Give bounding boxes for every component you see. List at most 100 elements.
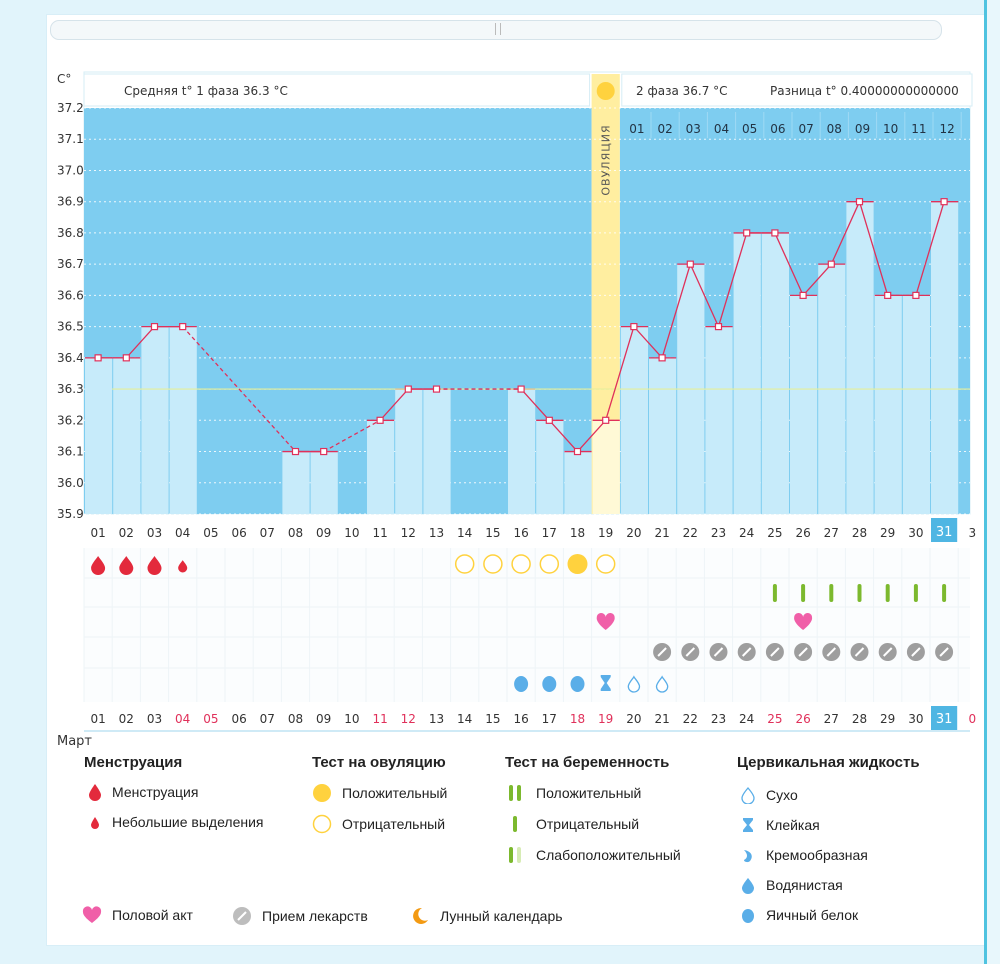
y-tick-label: 36.6 (57, 288, 84, 302)
phase2-day-label: 12 (939, 122, 954, 136)
legend-label: Положительный (536, 785, 642, 801)
sun-outline-icon (312, 814, 332, 834)
phase2-day-label: 01 (629, 122, 644, 136)
legend-label: Яичный белок (766, 907, 859, 923)
temperature-point (630, 323, 638, 331)
phase1-label: Средняя t° 1 фаза 36.3 °C (124, 84, 288, 98)
horizontal-scrollbar[interactable] (50, 20, 942, 40)
temperature-line (689, 263, 720, 327)
bottom-day-label: 02 (119, 712, 134, 726)
temperature-point (799, 291, 807, 299)
medication-marker-line (657, 647, 667, 657)
bottom-day-label: 06 (231, 712, 246, 726)
y-tick-label: 36.0 (57, 476, 84, 490)
bottom-day-label: 03 (147, 712, 162, 726)
day-label: 25 (767, 526, 782, 540)
small-drop-icon (91, 817, 99, 829)
legend-label: Слабоположительный (536, 847, 681, 863)
legend-label: Отрицательный (342, 816, 446, 832)
temperature-point (602, 416, 610, 424)
pregnancy-negative-marker (942, 584, 947, 602)
bottom-day-label: 24 (739, 712, 754, 726)
pill-icon (233, 907, 251, 925)
y-tick-label: 35.9 (57, 507, 84, 521)
cervical-dry-marker (627, 675, 641, 693)
bottom-day-label: 28 (852, 712, 867, 726)
cervical-eggwhite-marker (514, 676, 529, 692)
temperature-line (802, 263, 832, 296)
day-label: 08 (288, 526, 303, 540)
temperature-line (830, 201, 861, 265)
temperature-bar (592, 420, 620, 514)
creamy-drop-icon (744, 850, 752, 863)
scroll-grip[interactable] (495, 23, 501, 35)
temperature-point (771, 229, 779, 237)
cervical-eggwhite-marker (570, 676, 585, 692)
temperature-bar (508, 389, 536, 514)
y-axis-unit: C° (57, 72, 71, 86)
medication-marker-line (741, 647, 752, 657)
legend-spotting-item: Небольшие выделения (90, 814, 264, 830)
temperature-bar (620, 326, 648, 514)
temperature-line (717, 232, 748, 327)
marker-grid (84, 548, 970, 702)
temperature-line (520, 388, 550, 421)
temperature-point (291, 447, 300, 456)
phase2-day-label: 09 (855, 122, 870, 136)
legend-label: Менструация (112, 784, 199, 800)
egg-white-icon (742, 909, 754, 923)
day-label: 23 (711, 526, 726, 540)
temperature-bar (902, 295, 930, 514)
cervical-eggwhite-marker (542, 676, 557, 692)
temperature-bar (310, 451, 338, 514)
phase2-day-label: 10 (883, 122, 898, 136)
bottom-day-label: 27 (824, 712, 839, 726)
day-label: 3 (968, 526, 976, 540)
temperature-bar (733, 232, 761, 514)
day-label: 05 (203, 526, 218, 540)
day-label: 12 (401, 526, 416, 540)
bottom-day-label: 14 (457, 712, 472, 726)
temperature-line (858, 201, 889, 296)
medication-marker-line (713, 647, 724, 657)
temperature-line (379, 388, 409, 421)
pregnancy-negative-marker (801, 584, 806, 602)
legend-ovulation-positive: Положительный (312, 783, 447, 803)
bottom-day-label: 25 (767, 712, 782, 726)
day-label: 10 (344, 526, 359, 540)
month-label: Март (57, 734, 92, 749)
day-label: 31 (936, 525, 953, 540)
medication-marker-line (770, 647, 780, 657)
temperature-point (686, 260, 694, 268)
medication-marker-line (882, 647, 893, 657)
phase2-label: 2 фаза 36.7 °C (636, 84, 728, 98)
temperature-point (743, 229, 751, 237)
legend-label: Отрицательный (536, 816, 640, 832)
ovulation-negative-marker (454, 554, 475, 574)
day-label: 26 (795, 526, 810, 540)
temperature-bar (846, 201, 874, 514)
ovulation-negative-marker (483, 554, 503, 574)
legend-pregnancy-positive: Положительный (506, 783, 641, 803)
bottom-day-label: 21 (654, 712, 669, 726)
legend-label: Прием лекарств (262, 908, 368, 924)
phase2-day-label: 04 (714, 122, 729, 136)
day-label: 20 (626, 526, 641, 540)
phase2-day-label: 11 (911, 122, 926, 136)
test-double-icon (509, 785, 521, 801)
bottom-day-label: 12 (401, 712, 416, 726)
y-tick-label: 36.7 (57, 257, 84, 271)
phase2-day-label: 02 (657, 122, 672, 136)
temperature-point (150, 323, 159, 331)
water-drop-icon (742, 878, 754, 894)
legend-cervical-title: Цервикальная жидкость (737, 754, 920, 771)
vertical-scrollbar[interactable] (984, 0, 1000, 964)
intercourse-marker (596, 612, 615, 630)
legend-medication: Прием лекарств (232, 906, 368, 926)
pregnancy-negative-marker (857, 584, 862, 602)
y-tick-label: 37.2 (57, 101, 84, 115)
pregnancy-negative-marker (885, 584, 890, 602)
temperature-bar (423, 389, 451, 514)
bottom-day-label: 16 (513, 712, 528, 726)
